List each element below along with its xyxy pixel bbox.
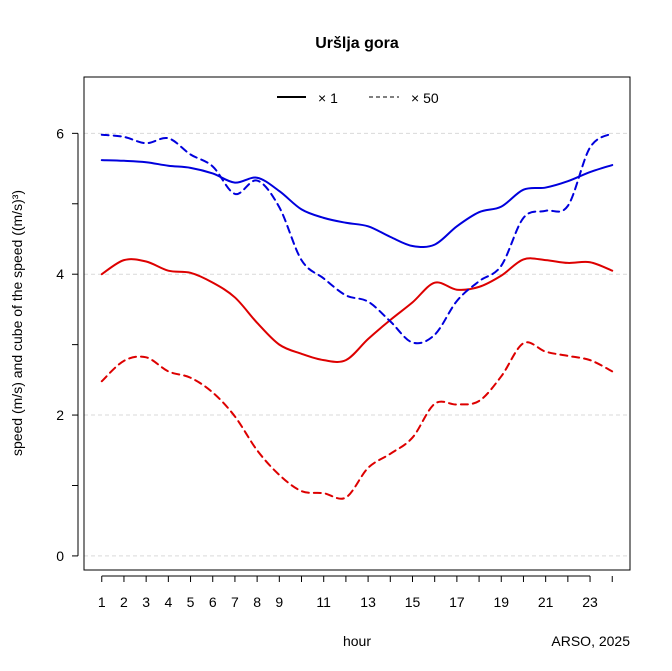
plot-frame: [83, 76, 631, 571]
x-tick-label-7: 7: [231, 594, 239, 610]
y-tick-label-6: 6: [56, 125, 64, 141]
x-tick-label-11: 11: [316, 594, 331, 610]
credit-text: ARSO, 2025: [551, 633, 630, 649]
x-axis-label: hour: [343, 633, 371, 649]
y-tick-label-2: 2: [56, 407, 64, 423]
chart-title: Uršlja gora: [315, 35, 399, 52]
x-tick-label-6: 6: [209, 594, 217, 610]
legend-label-x50: × 50: [411, 90, 439, 106]
series-line-3: [100, 132, 614, 345]
y-axis-label: speed (m/s) and cube of the speed ((m/s)…: [9, 190, 25, 456]
x-tick-label-13: 13: [360, 594, 376, 610]
x-axis: 1 2 3 4 5 6 7 8 9 11 13 15 17 19 21 23: [98, 575, 613, 610]
x-tick-label-5: 5: [187, 594, 195, 610]
x-tick-label-3: 3: [142, 594, 150, 610]
x-tick-label-23: 23: [582, 594, 598, 610]
legend: × 1 × 50: [277, 90, 439, 106]
x-tick-label-15: 15: [405, 594, 421, 610]
y-tick-label-0: 0: [56, 548, 64, 564]
series-group: [100, 132, 614, 500]
series-line-2: [100, 257, 614, 363]
y-axis: 0 2 4 6: [56, 125, 79, 564]
x-tick-label-21: 21: [538, 594, 554, 610]
x-tick-label-17: 17: [449, 594, 465, 610]
gridlines: [84, 132, 630, 557]
series-line-4: [100, 341, 614, 500]
x-tick-label-2: 2: [120, 594, 128, 610]
series-line-1: [100, 159, 614, 249]
x-tick-label-4: 4: [164, 594, 172, 610]
x-tick-label-9: 9: [275, 594, 283, 610]
legend-label-x1: × 1: [318, 90, 338, 106]
x-tick-label-8: 8: [253, 594, 261, 610]
y-tick-label-4: 4: [56, 266, 64, 282]
x-tick-label-19: 19: [493, 594, 509, 610]
x-tick-label-1: 1: [98, 594, 106, 610]
